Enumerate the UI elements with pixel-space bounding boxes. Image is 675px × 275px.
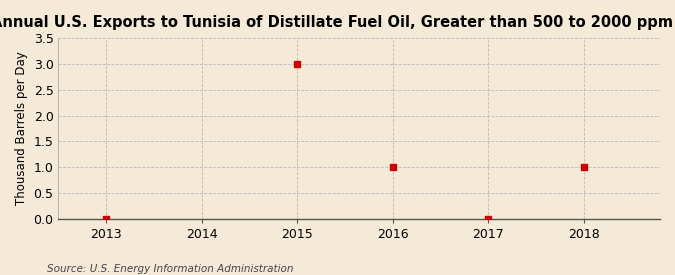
Title: Annual U.S. Exports to Tunisia of Distillate Fuel Oil, Greater than 500 to 2000 : Annual U.S. Exports to Tunisia of Distil… xyxy=(0,15,675,30)
Text: Source: U.S. Energy Information Administration: Source: U.S. Energy Information Administ… xyxy=(47,264,294,274)
Y-axis label: Thousand Barrels per Day: Thousand Barrels per Day xyxy=(15,51,28,205)
